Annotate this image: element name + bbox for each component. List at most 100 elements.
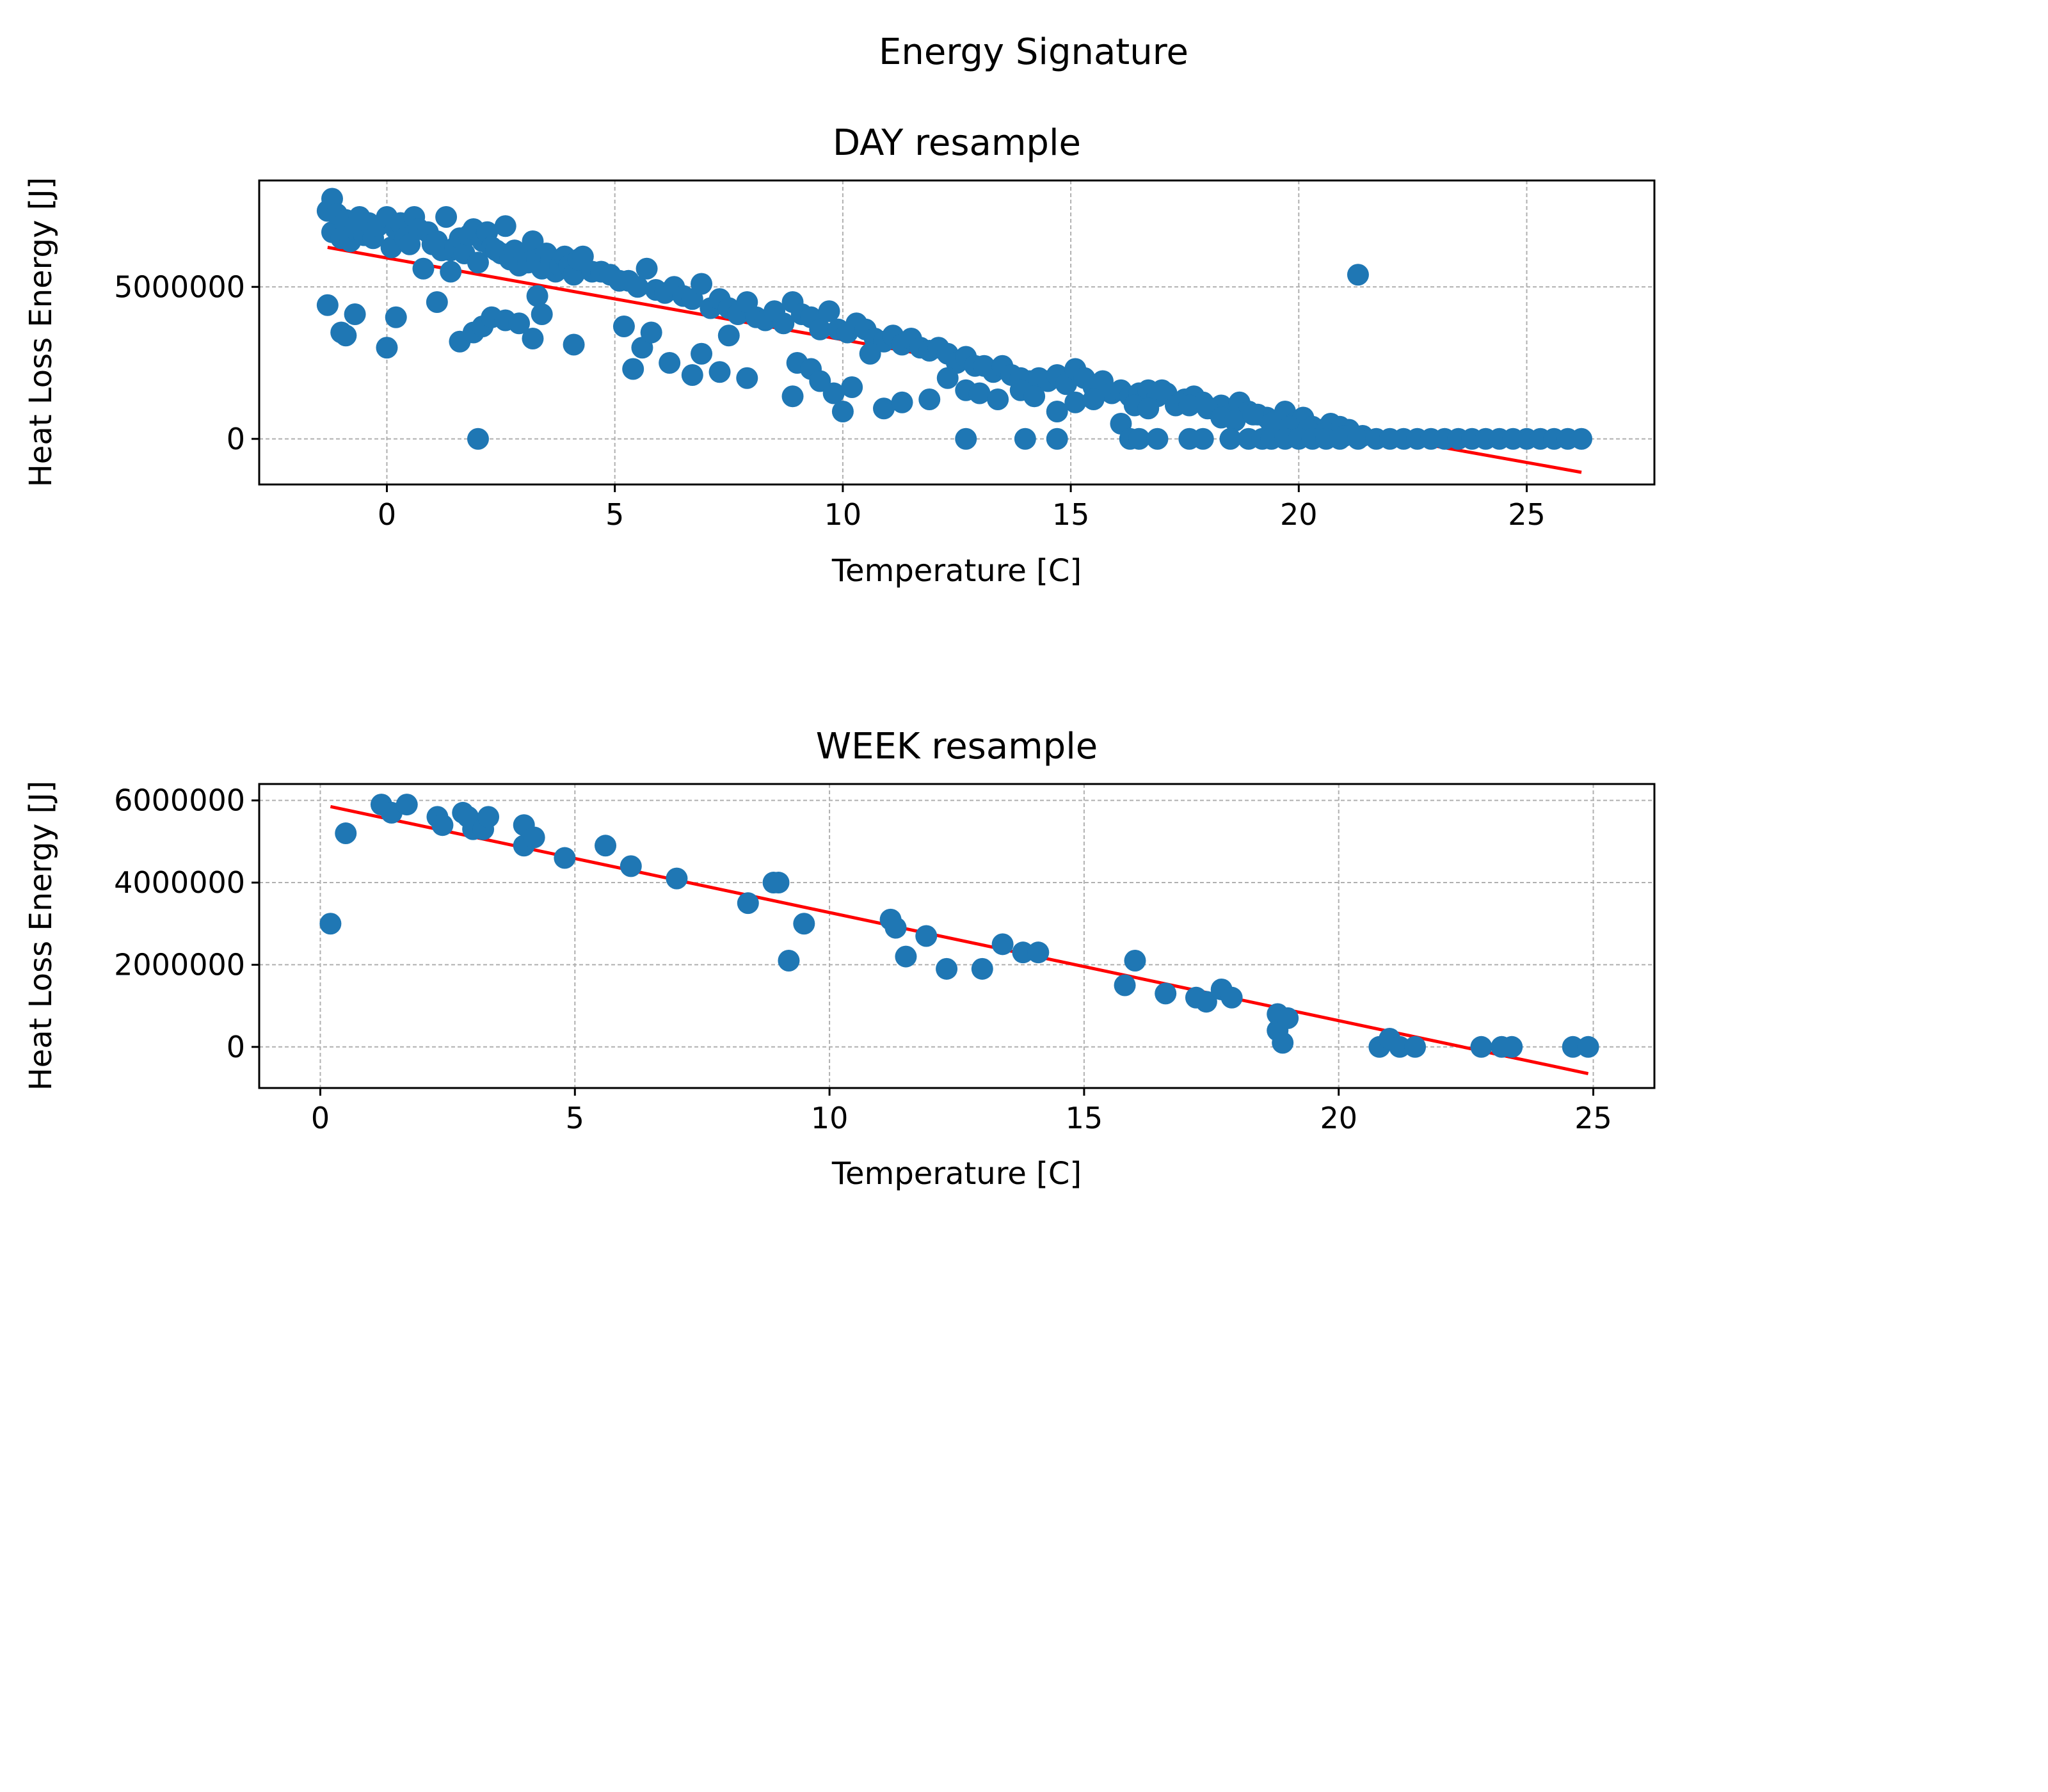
day-data-point [494,215,516,237]
week-data-point [1272,1032,1294,1054]
day-data-point [1023,385,1046,408]
week-data-point [936,957,958,980]
day-data-point [859,342,881,365]
week-data-point [335,822,357,845]
week-data-point [1404,1036,1427,1058]
day-plot-frame [258,179,1656,486]
day-data-point [316,294,339,316]
week-data-point [1155,982,1177,1005]
week-data-point [1220,986,1243,1009]
week-data-point [1195,991,1217,1013]
day-data-point [681,364,703,386]
day-data-point [1064,391,1087,413]
day-data-point [841,376,863,398]
week-y-axis-label: Heat Loss Energy [J] [23,781,59,1091]
day-data-point [822,382,845,404]
week-x-axis-label: Temperature [C] [831,1156,1082,1192]
day-data-point [1151,379,1173,401]
day-x-tick-label: 10 [824,497,862,532]
day-data-point [708,361,731,383]
day-data-point [640,321,662,344]
week-y-tick-label: 6000000 [114,783,245,818]
week-data-point [1277,1007,1299,1029]
day-data-point [531,303,553,325]
day-data-point [563,333,585,356]
day-data-point [1242,403,1265,426]
week-x-tick-label: 20 [1320,1101,1357,1135]
week-resample-panel: WEEK resample 0 5 10 15 20 25 0 2000000 4000000 6… [23,726,1656,1192]
day-data-point [636,257,658,280]
day-y-tick-label: 5000000 [114,269,245,304]
week-data-point [778,950,800,972]
day-data-point [412,257,435,280]
week-data-point [915,925,938,947]
week-data-point [971,957,993,980]
week-data-point [431,814,454,836]
week-data-point [666,867,688,890]
day-y-axis-label: Heat Loss Energy [J] [23,177,59,488]
day-data-point [955,428,977,450]
day-data-point [736,367,758,389]
day-data-point [659,352,681,374]
day-data-point [891,391,913,413]
week-data-point [1027,941,1050,964]
day-x-tick-label: 20 [1280,497,1318,532]
week-data-point [737,892,759,915]
day-data-point [918,388,941,410]
day-data-point [772,312,795,335]
week-x-tick-label: 15 [1066,1101,1103,1135]
day-data-point [435,206,458,228]
day-data-point [968,382,991,404]
week-y-tick-label: 2000000 [114,947,245,982]
week-data-point [1114,974,1136,996]
week-data-point [1124,950,1146,972]
day-x-tick-label: 15 [1052,497,1090,532]
day-data-point [818,300,840,323]
week-data-point [319,913,342,935]
day-data-point [467,428,489,450]
day-data-point [1046,401,1068,422]
day-data-point [1137,397,1160,420]
day-data-point [467,252,489,274]
week-data-point [1012,941,1034,964]
week-y-tick-label: 0 [227,1030,245,1064]
week-data-point [895,945,917,968]
week-data-point [1577,1036,1599,1058]
week-data-point [793,913,815,935]
week-data-point [991,933,1014,956]
day-data-point [1571,428,1593,450]
week-x-tick-label: 10 [811,1101,849,1135]
day-data-point [1219,428,1242,450]
day-data-point [440,260,462,283]
day-data-point [612,316,635,337]
day-data-point [344,303,366,325]
day-data-point [809,318,831,340]
week-y-tick-label: 4000000 [114,865,245,900]
day-data-point [1192,428,1214,450]
week-regression-line [330,804,1589,1075]
week-plot-frame [258,783,1656,1089]
day-data-point [508,312,531,335]
week-data-point [595,835,617,857]
week-data-point [396,794,418,816]
day-x-tick-label: 25 [1508,497,1546,532]
figure-suptitle: Energy Signature [879,31,1188,73]
day-data-point [1347,428,1369,450]
day-data-point [426,291,448,313]
day-data-point [522,328,544,349]
day-data-point [873,397,895,420]
week-data-point [523,826,545,849]
day-x-axis-label: Temperature [C] [831,553,1082,589]
week-data-point [554,847,576,869]
day-data-point [1146,428,1169,450]
day-data-point [936,367,959,389]
week-x-tick-label: 0 [311,1101,330,1135]
week-x-tick-label: 25 [1574,1101,1612,1135]
day-data-point [526,285,548,307]
week-data-point [1501,1036,1523,1058]
week-data-point [1470,1036,1492,1058]
day-data-point [1014,428,1036,450]
week-data-point [1389,1036,1411,1058]
day-data-point [1178,394,1201,417]
